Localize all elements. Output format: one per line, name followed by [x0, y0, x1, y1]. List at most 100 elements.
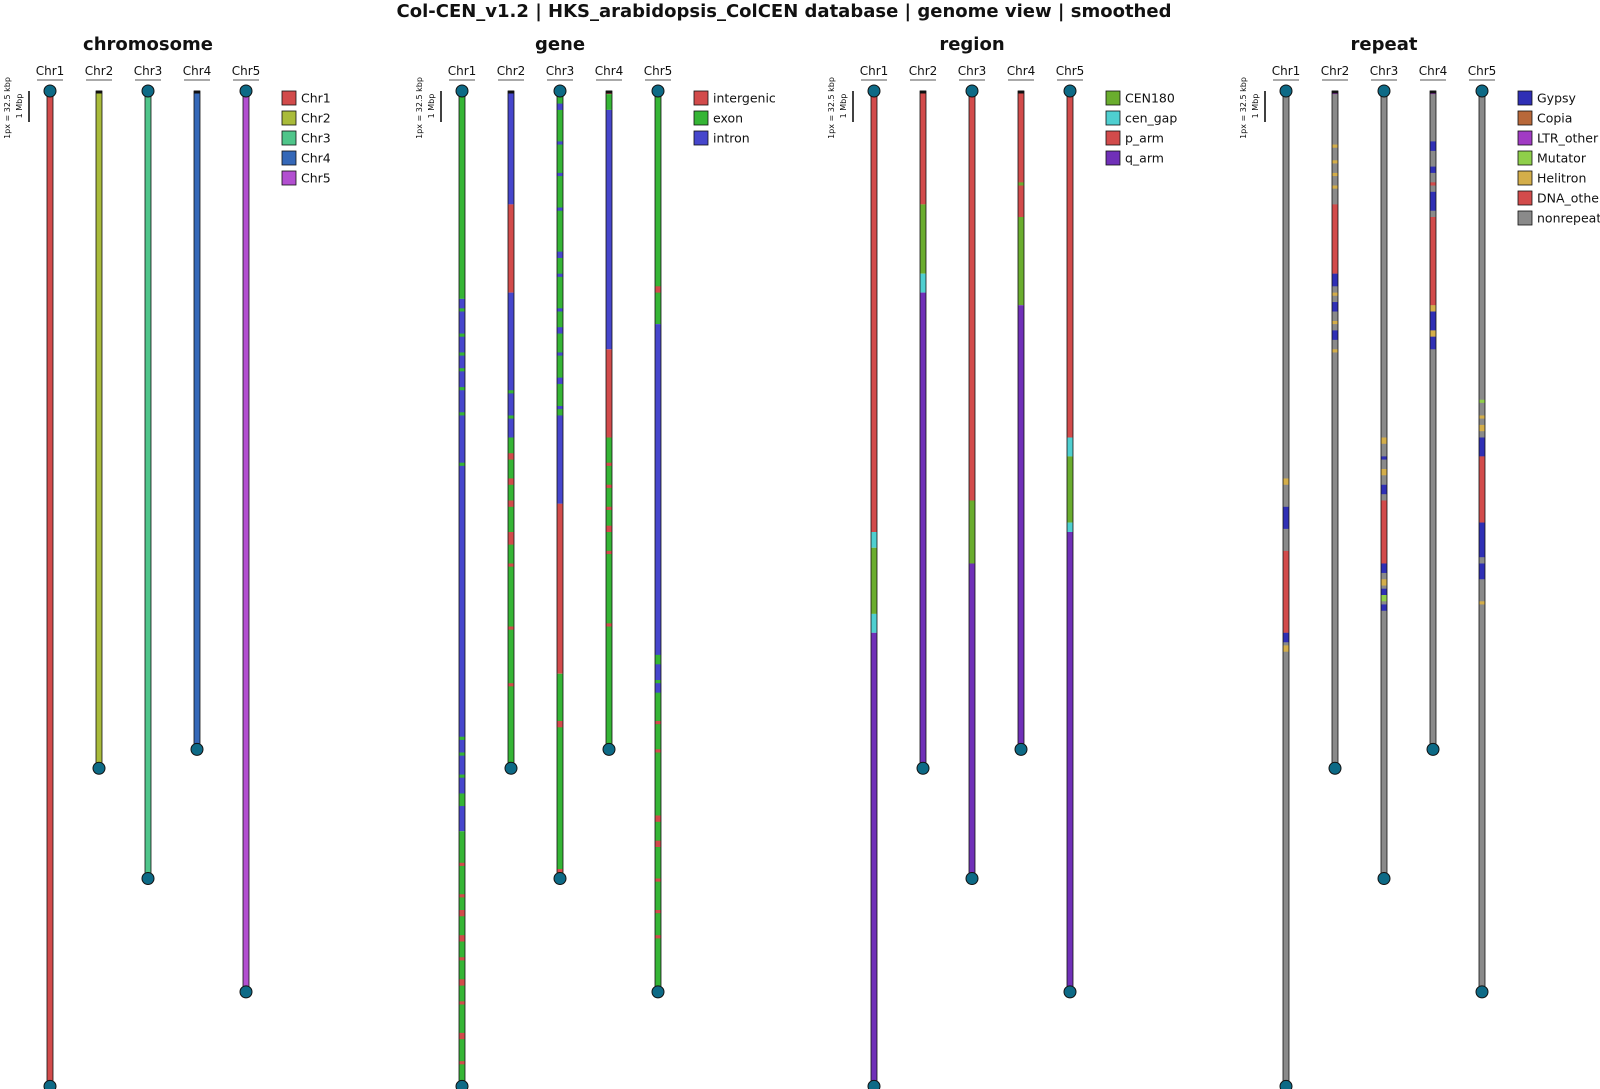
legend-label: Chr4: [301, 151, 331, 166]
track-segment-CEN180: [1018, 182, 1024, 186]
track-segment-DNA_other: [1332, 204, 1338, 274]
scale-pixel-label: 1px = 32.5 kbp: [1239, 77, 1248, 139]
track-segment-exon: [459, 308, 465, 312]
track-segment-intron: [557, 308, 563, 312]
track-segment-Gypsy: [1381, 604, 1387, 611]
legend-label: Chr5: [301, 171, 331, 186]
end-marker: [1377, 872, 1391, 885]
track-segment-Helitron: [1430, 305, 1436, 312]
track-segment-Gypsy: [1430, 336, 1436, 350]
chromosome-chr1: Chr1: [448, 64, 476, 1089]
track-segment-intergenic: [508, 478, 514, 485]
track-segment-intron: [606, 119, 612, 132]
panel-repeat: repeat 1px = 32.5 kbp 1 Mbp Chr1 Chr2 Chr3 Chr…: [1239, 34, 1600, 1089]
track-segment-exon: [557, 91, 563, 504]
track-segment-cen_gap: [1067, 437, 1073, 457]
chromosome-chr1: Chr1: [36, 64, 64, 1089]
track-segment-intergenic: [508, 626, 514, 630]
legend-swatch: [1105, 90, 1121, 106]
legend-label: intron: [713, 131, 750, 146]
legend: Chr1 Chr2 Chr3 Chr4 Chr5: [281, 90, 331, 186]
legend: Gypsy Copia LTR_other Mutator Helitron DNA_ot…: [1517, 91, 1600, 226]
track-segment-intron: [557, 415, 563, 504]
chromosome-label: Chr3: [134, 64, 163, 78]
track-segment-cen_gap: [920, 273, 926, 293]
track-segment-nonrepeat: [1430, 91, 1436, 750]
legend-swatch: [281, 90, 297, 106]
chromosome-label: Chr5: [644, 64, 673, 78]
track-segment-Helitron: [1381, 469, 1387, 476]
legend-swatch: [1517, 210, 1533, 226]
track-segment-DNA_other: [1479, 456, 1485, 523]
track-segment-intergenic: [557, 503, 563, 674]
chromosome-chr3: Chr3: [134, 64, 163, 885]
track-segment-Helitron: [1332, 160, 1338, 164]
chromosome-label: Chr2: [497, 64, 526, 78]
track-segment-cen_gap: [1067, 522, 1073, 532]
track-segment-q_arm: [1067, 532, 1073, 992]
panel-gene: gene 1px = 32.5 kbp 1 Mbp Chr1 Chr2 Chr3 Chr4 C…: [415, 34, 776, 1089]
track-segment-Chr1: [47, 91, 53, 1087]
track-segment-intergenic: [606, 506, 612, 510]
legend-swatch: [1517, 130, 1533, 146]
track-segment-p_arm: [1018, 91, 1024, 217]
track-segment-exon: [557, 673, 563, 879]
legend-label: Mutator: [1537, 151, 1587, 166]
track-segment-DNA_other: [1430, 182, 1436, 186]
end-marker: [553, 872, 567, 885]
track-segment-nonrepeat: [1332, 91, 1338, 769]
chromosome-chr5: Chr5: [1468, 64, 1497, 999]
legend-label: Chr2: [301, 111, 331, 126]
scale-bar: 1px = 32.5 kbp 1 Mbp: [415, 77, 442, 139]
chromosome-label: Chr1: [860, 64, 889, 78]
start-marker: [1063, 84, 1077, 98]
track-segment-exon: [508, 415, 514, 419]
track-segment-Gypsy: [1430, 311, 1436, 331]
track-segment-intergenic: [606, 525, 612, 532]
track-segment-intergenic: [459, 862, 465, 866]
track-segment-Helitron: [1332, 185, 1338, 189]
track-segment-intergenic: [606, 623, 612, 627]
chromosome-chr1: Chr1: [1272, 64, 1300, 1089]
telomere-cap: [96, 90, 102, 94]
track-segment-Gypsy: [1381, 484, 1387, 495]
end-marker: [916, 761, 930, 775]
start-marker: [553, 84, 567, 98]
track-segment-intergenic: [459, 1001, 465, 1005]
track-segment-exon: [459, 412, 465, 416]
track-segment-DNA_other: [1381, 500, 1387, 564]
scale-bar: 1px = 32.5 kbp 1 Mbp: [827, 77, 854, 139]
track-segment-intergenic: [508, 500, 514, 507]
track-segment-Gypsy: [1430, 166, 1436, 173]
track-segment-exon: [459, 462, 465, 466]
track-segment-intergenic: [459, 1061, 465, 1065]
legend-swatch: [1517, 170, 1533, 186]
chromosome-label: Chr4: [183, 64, 212, 78]
track-segment-CEN180: [1018, 217, 1024, 306]
chromosome-chr5: Chr5: [1056, 64, 1084, 999]
start-marker: [1475, 84, 1489, 98]
track-segment-intron: [557, 377, 563, 384]
end-marker: [965, 872, 979, 885]
legend-label: Helitron: [1537, 171, 1586, 186]
start-marker: [1377, 84, 1391, 98]
end-marker: [1063, 985, 1077, 999]
track-segment-intergenic: [655, 935, 661, 939]
chromosome-label: Chr5: [1468, 64, 1497, 78]
track-segment-intron: [508, 91, 514, 205]
track-segment-exon: [655, 680, 661, 684]
end-marker: [1475, 985, 1489, 999]
track-segment-intergenic: [459, 935, 465, 942]
track-segment-Helitron: [1381, 437, 1387, 444]
track-segment-Gypsy: [1381, 456, 1387, 460]
track-segment-intergenic: [655, 286, 661, 293]
track-segment-Helitron: [1283, 478, 1289, 485]
track-segment-intron: [606, 109, 612, 350]
track-segment-Helitron: [1283, 645, 1289, 652]
track-segment-intergenic: [459, 910, 465, 917]
panel-title: region: [939, 34, 1004, 55]
track-segment-Helitron: [1332, 320, 1338, 325]
